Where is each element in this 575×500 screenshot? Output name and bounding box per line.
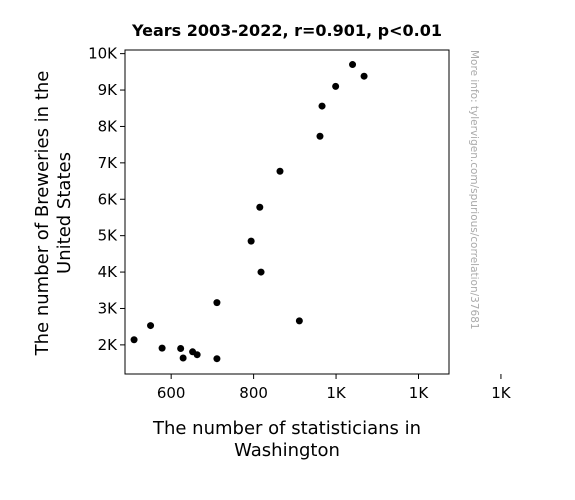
y-tick-label: 10K xyxy=(88,45,118,63)
x-tick-label: 1K xyxy=(326,384,347,402)
data-point xyxy=(276,167,284,175)
chart-title: Years 2003-2022, r=0.901, p<0.01 xyxy=(131,21,442,40)
data-point xyxy=(256,203,264,211)
data-point xyxy=(179,354,187,362)
data-point xyxy=(193,351,201,359)
y-tick-label: 6K xyxy=(98,190,119,208)
y-tick-label: 5K xyxy=(98,227,119,245)
data-point xyxy=(147,322,155,330)
data-point xyxy=(295,317,303,325)
y-tick-label: 3K xyxy=(98,299,119,317)
y-tick-label: 2K xyxy=(98,336,119,354)
data-point xyxy=(318,102,326,110)
data-point xyxy=(130,336,138,344)
y-tick-label: 7K xyxy=(98,154,119,172)
data-point xyxy=(213,355,221,363)
data-point xyxy=(213,299,221,307)
x-tick-label: 800 xyxy=(239,384,268,402)
data-point xyxy=(177,345,185,353)
y-tick-label: 4K xyxy=(98,263,119,281)
data-point xyxy=(247,237,255,245)
y-axis-label: The number of Breweries in the United St… xyxy=(32,71,75,357)
y-axis-label-line-1: The number of Breweries in the xyxy=(32,71,53,357)
data-point xyxy=(257,268,265,276)
watermark-text: More info: tylervigen.com/spurious/corre… xyxy=(468,50,480,330)
x-axis-ticks: 600 800 1K 1K 1K xyxy=(157,374,512,402)
data-point xyxy=(158,344,166,352)
x-axis-label-line-2: Washington xyxy=(234,440,340,461)
y-tick-label: 8K xyxy=(98,117,119,135)
x-axis-label: The number of statisticians in Washingto… xyxy=(152,418,421,461)
y-axis-label-line-2: United States xyxy=(54,152,75,274)
data-points xyxy=(130,61,368,363)
x-tick-label: 600 xyxy=(157,384,186,402)
plot-area-frame xyxy=(124,49,450,375)
x-tick-label: 1K xyxy=(491,384,512,402)
y-tick-label: 9K xyxy=(98,81,119,99)
data-point xyxy=(349,61,357,69)
x-axis-label-line-1: The number of statisticians in xyxy=(152,418,421,439)
x-tick-label: 1K xyxy=(409,384,430,402)
y-axis-ticks: 2K 3K 4K 5K 6K 7K 8K 9K 10K xyxy=(88,45,125,354)
data-point xyxy=(332,82,340,90)
data-point xyxy=(360,72,368,80)
data-point xyxy=(316,132,324,140)
